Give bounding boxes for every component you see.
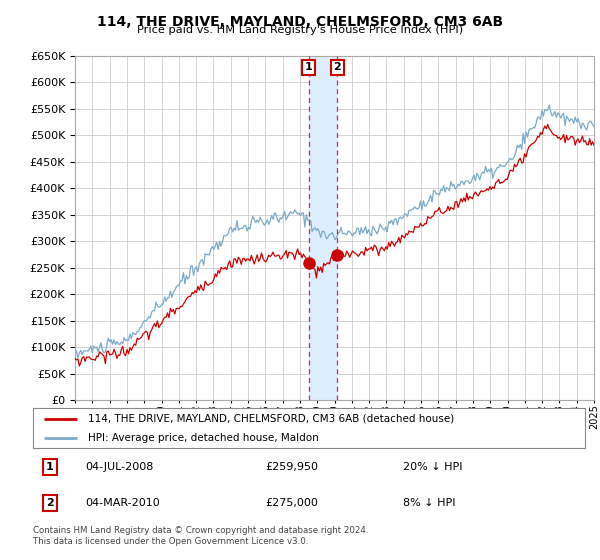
Text: 1: 1 <box>305 62 313 72</box>
Text: 8% ↓ HPI: 8% ↓ HPI <box>403 498 455 508</box>
Text: 2: 2 <box>334 62 341 72</box>
Text: HPI: Average price, detached house, Maldon: HPI: Average price, detached house, Mald… <box>88 433 319 443</box>
Text: Price paid vs. HM Land Registry's House Price Index (HPI): Price paid vs. HM Land Registry's House … <box>137 25 463 35</box>
Text: Contains HM Land Registry data © Crown copyright and database right 2024.
This d: Contains HM Land Registry data © Crown c… <box>33 526 368 546</box>
Text: 114, THE DRIVE, MAYLAND, CHELMSFORD, CM3 6AB: 114, THE DRIVE, MAYLAND, CHELMSFORD, CM3… <box>97 15 503 29</box>
Text: 04-MAR-2010: 04-MAR-2010 <box>85 498 160 508</box>
Text: 114, THE DRIVE, MAYLAND, CHELMSFORD, CM3 6AB (detached house): 114, THE DRIVE, MAYLAND, CHELMSFORD, CM3… <box>88 414 454 423</box>
Text: 1: 1 <box>46 462 53 472</box>
Text: 2: 2 <box>46 498 53 508</box>
Text: £275,000: £275,000 <box>265 498 318 508</box>
Bar <box>308 56 337 400</box>
Text: 20% ↓ HPI: 20% ↓ HPI <box>403 462 463 472</box>
Text: £259,950: £259,950 <box>265 462 318 472</box>
Text: 04-JUL-2008: 04-JUL-2008 <box>85 462 154 472</box>
